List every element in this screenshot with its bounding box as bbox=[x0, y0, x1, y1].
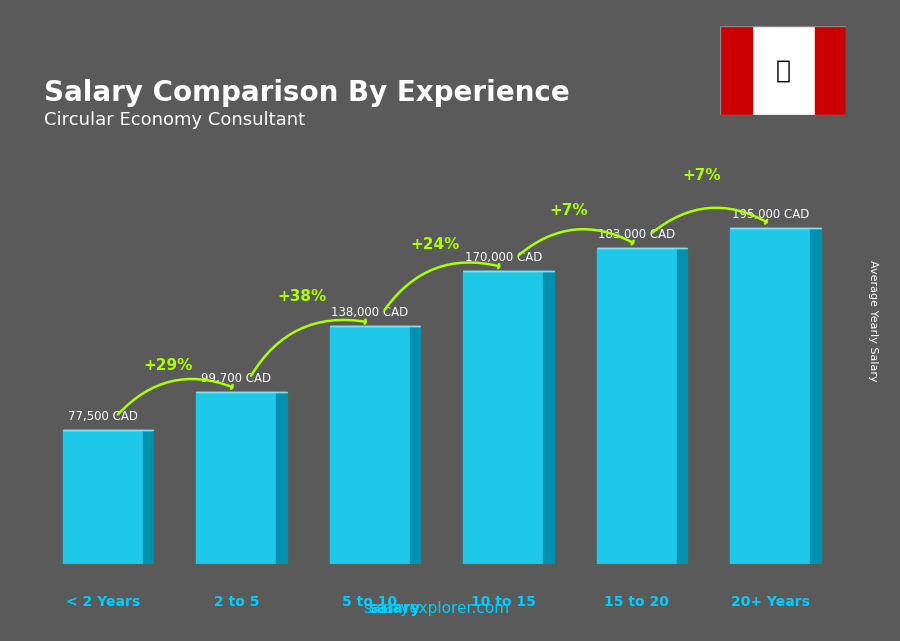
Text: +7%: +7% bbox=[549, 203, 588, 218]
Text: +38%: +38% bbox=[277, 289, 327, 304]
Bar bbox=[597, 248, 677, 564]
Text: +7%: +7% bbox=[683, 169, 722, 183]
Text: 5 to 10: 5 to 10 bbox=[342, 595, 397, 609]
Text: 🍁: 🍁 bbox=[776, 58, 790, 83]
Text: 170,000 CAD: 170,000 CAD bbox=[464, 251, 542, 264]
Text: 10 to 15: 10 to 15 bbox=[471, 595, 536, 609]
Text: Circular Economy Consultant: Circular Economy Consultant bbox=[44, 111, 305, 129]
Bar bbox=[329, 326, 410, 564]
Text: 195,000 CAD: 195,000 CAD bbox=[732, 208, 809, 221]
Polygon shape bbox=[410, 326, 420, 564]
Text: 2 to 5: 2 to 5 bbox=[213, 595, 259, 609]
Text: +29%: +29% bbox=[143, 358, 193, 373]
Bar bbox=[814, 26, 846, 115]
Text: salary: salary bbox=[368, 601, 421, 617]
Polygon shape bbox=[810, 228, 821, 564]
Text: salaryexplorer.com: salaryexplorer.com bbox=[364, 601, 509, 617]
Text: 99,700 CAD: 99,700 CAD bbox=[202, 372, 271, 385]
Bar bbox=[730, 228, 810, 564]
Text: 138,000 CAD: 138,000 CAD bbox=[331, 306, 409, 319]
Bar bbox=[63, 430, 143, 564]
Bar bbox=[720, 26, 751, 115]
Text: 77,500 CAD: 77,500 CAD bbox=[68, 410, 138, 424]
Bar bbox=[196, 392, 276, 564]
Bar bbox=[752, 26, 814, 115]
Text: Salary Comparison By Experience: Salary Comparison By Experience bbox=[44, 79, 570, 108]
Polygon shape bbox=[276, 392, 287, 564]
Text: Average Yearly Salary: Average Yearly Salary bbox=[868, 260, 878, 381]
Text: 20+ Years: 20+ Years bbox=[731, 595, 810, 609]
Bar bbox=[464, 271, 544, 564]
Polygon shape bbox=[544, 271, 554, 564]
Text: 15 to 20: 15 to 20 bbox=[604, 595, 670, 609]
Text: +24%: +24% bbox=[410, 237, 460, 253]
Text: 183,000 CAD: 183,000 CAD bbox=[598, 228, 675, 242]
Polygon shape bbox=[143, 430, 154, 564]
Polygon shape bbox=[677, 248, 688, 564]
Text: < 2 Years: < 2 Years bbox=[66, 595, 140, 609]
